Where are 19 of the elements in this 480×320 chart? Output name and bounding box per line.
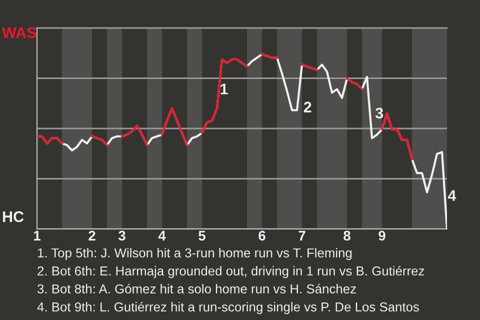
x-tick-label: 5 <box>198 230 206 241</box>
annotation: 2 <box>304 102 312 112</box>
x-tick-label: 9 <box>378 230 386 241</box>
text: HC <box>3 211 24 222</box>
x-tick-label: 1 <box>34 230 40 240</box>
text: WAS <box>2 27 36 38</box>
x-tick-label: 2 <box>88 230 96 240</box>
text: 4. Bot 9th: L. Gutiérrez hit a run-scoring single vs P. De Los Santos <box>37 302 419 314</box>
text: 3. Bot 8th: A. Gómez hit a solo home run vs H. Sánchez <box>37 284 356 294</box>
text: 4 <box>448 190 456 201</box>
text: 2. Bot 6th: E. Harmaja grounded out, driving in 1 run vs B. Gutiérrez <box>38 266 424 278</box>
text: 1. Top 5th: J. Wilson hit a 3-run home run vs T. Fleming <box>38 248 352 260</box>
annotation: 1 <box>220 84 228 94</box>
x-tick-label: 7 <box>298 230 306 240</box>
annotation: 3 <box>375 108 384 119</box>
x-tick-label: 8 <box>344 230 350 241</box>
x-tick-label: 4 <box>158 230 166 240</box>
x-tick-label: 3 <box>118 230 126 241</box>
x-tick-label: 6 <box>258 230 266 241</box>
